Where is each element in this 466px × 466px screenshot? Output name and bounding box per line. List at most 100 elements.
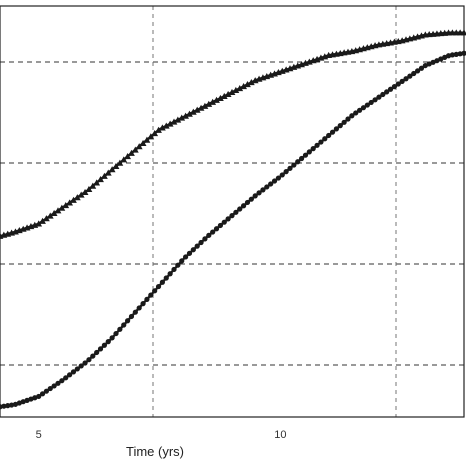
- series-1-marker: [155, 283, 162, 290]
- series-1-marker: [221, 219, 227, 225]
- series-1-marker: [74, 366, 80, 372]
- series-1-marker: [302, 152, 309, 158]
- series-1-marker: [353, 110, 359, 116]
- series-0-marker: [50, 209, 58, 217]
- series-1-marker: [260, 187, 266, 193]
- series-0-marker: [162, 122, 170, 129]
- series-1-marker: [364, 102, 370, 108]
- series-1-marker: [387, 86, 394, 92]
- series-1-marker: [306, 149, 312, 155]
- series-1-marker: [271, 178, 278, 184]
- series-1-marker: [391, 84, 397, 90]
- series-1-marker: [357, 107, 363, 113]
- series-0-marker: [39, 217, 46, 224]
- series-0-marker: [93, 179, 101, 186]
- series-0-marker: [232, 86, 240, 94]
- series-1-marker: [82, 360, 88, 366]
- series-0-marker: [62, 202, 70, 209]
- series-0-marker: [116, 159, 124, 166]
- series-0-marker: [66, 199, 73, 206]
- series-0-marker: [240, 82, 247, 90]
- series-0-marker: [182, 112, 189, 119]
- series-1-marker: [333, 126, 339, 132]
- series-1-marker: [372, 97, 378, 103]
- series-1-marker: [105, 339, 111, 345]
- series-0-marker: [209, 98, 217, 105]
- series-1-marker: [128, 313, 135, 320]
- series-0-marker: [217, 94, 224, 101]
- series-1: [0, 50, 466, 410]
- series-1-marker: [152, 288, 158, 294]
- series-0-line: [0, 31, 464, 238]
- series-1-marker: [144, 296, 150, 302]
- series-1-marker: [256, 190, 262, 196]
- series-1-marker: [179, 258, 185, 264]
- series-0-marker: [97, 176, 104, 183]
- series-1-marker: [233, 209, 239, 215]
- series-1-marker: [190, 247, 196, 253]
- series-0-marker: [186, 110, 193, 117]
- series-0-marker: [213, 96, 220, 103]
- series-1-marker: [163, 275, 169, 281]
- series-0-marker: [131, 146, 139, 153]
- series-1-marker: [461, 50, 466, 56]
- series-1-marker: [78, 363, 84, 369]
- series-1-marker: [213, 226, 220, 232]
- grid: [0, 6, 464, 417]
- series-1-marker: [275, 175, 281, 181]
- series-1-marker: [51, 383, 57, 389]
- series-1-marker: [9, 402, 15, 408]
- series-1-marker: [237, 206, 243, 212]
- series-0-marker: [189, 108, 197, 115]
- series-1-marker: [136, 305, 142, 311]
- series-0-marker: [104, 169, 112, 176]
- series-1-marker: [241, 203, 247, 209]
- series-1-marker: [55, 380, 61, 386]
- series-0-marker: [147, 133, 155, 140]
- series-1-marker: [175, 262, 181, 268]
- series-1-marker: [86, 357, 92, 363]
- x-tick-label-10: 10: [274, 429, 286, 441]
- series-1-marker: [360, 105, 367, 111]
- series-1-marker: [349, 113, 355, 119]
- series-1-marker: [248, 196, 254, 202]
- series-0-marker: [178, 114, 186, 121]
- series-1-marker: [39, 391, 46, 397]
- series-0-marker: [73, 194, 81, 201]
- series-0-marker: [77, 191, 85, 198]
- series-0-marker: [58, 204, 66, 211]
- series-0-marker: [151, 130, 159, 137]
- series-0-marker: [46, 212, 54, 219]
- series-1-marker: [376, 94, 382, 100]
- series-1-marker: [411, 70, 417, 77]
- series-1-marker: [310, 146, 316, 152]
- series-1-marker: [159, 279, 165, 285]
- series-1-marker: [186, 250, 193, 256]
- series-1-marker: [5, 403, 11, 409]
- series-1-marker: [183, 254, 189, 260]
- series-1-marker: [291, 162, 297, 168]
- series-0-marker: [166, 120, 174, 127]
- series-1-marker: [403, 76, 409, 82]
- x-tick-label-5: 5: [36, 429, 42, 441]
- series-1-marker: [171, 266, 177, 273]
- series-0-marker: [236, 84, 244, 92]
- series-1-marker: [322, 136, 328, 142]
- series-0-marker: [108, 166, 116, 173]
- series-1-marker: [418, 65, 425, 71]
- series-1-marker: [47, 385, 53, 392]
- series-1-marker: [210, 229, 216, 235]
- series-1-marker: [287, 165, 293, 171]
- series-0-marker: [135, 143, 143, 150]
- series-1-marker: [341, 119, 347, 125]
- series-1-marker: [140, 301, 146, 307]
- series-1-marker: [194, 243, 200, 249]
- series-0-marker: [155, 126, 162, 133]
- series-0-marker: [35, 220, 43, 227]
- series-1-marker: [415, 68, 421, 74]
- series-1-marker: [295, 159, 301, 165]
- series-1-marker: [63, 375, 69, 381]
- series-0-marker: [220, 92, 228, 99]
- series-0-marker: [460, 29, 466, 36]
- series-1-marker: [167, 271, 173, 277]
